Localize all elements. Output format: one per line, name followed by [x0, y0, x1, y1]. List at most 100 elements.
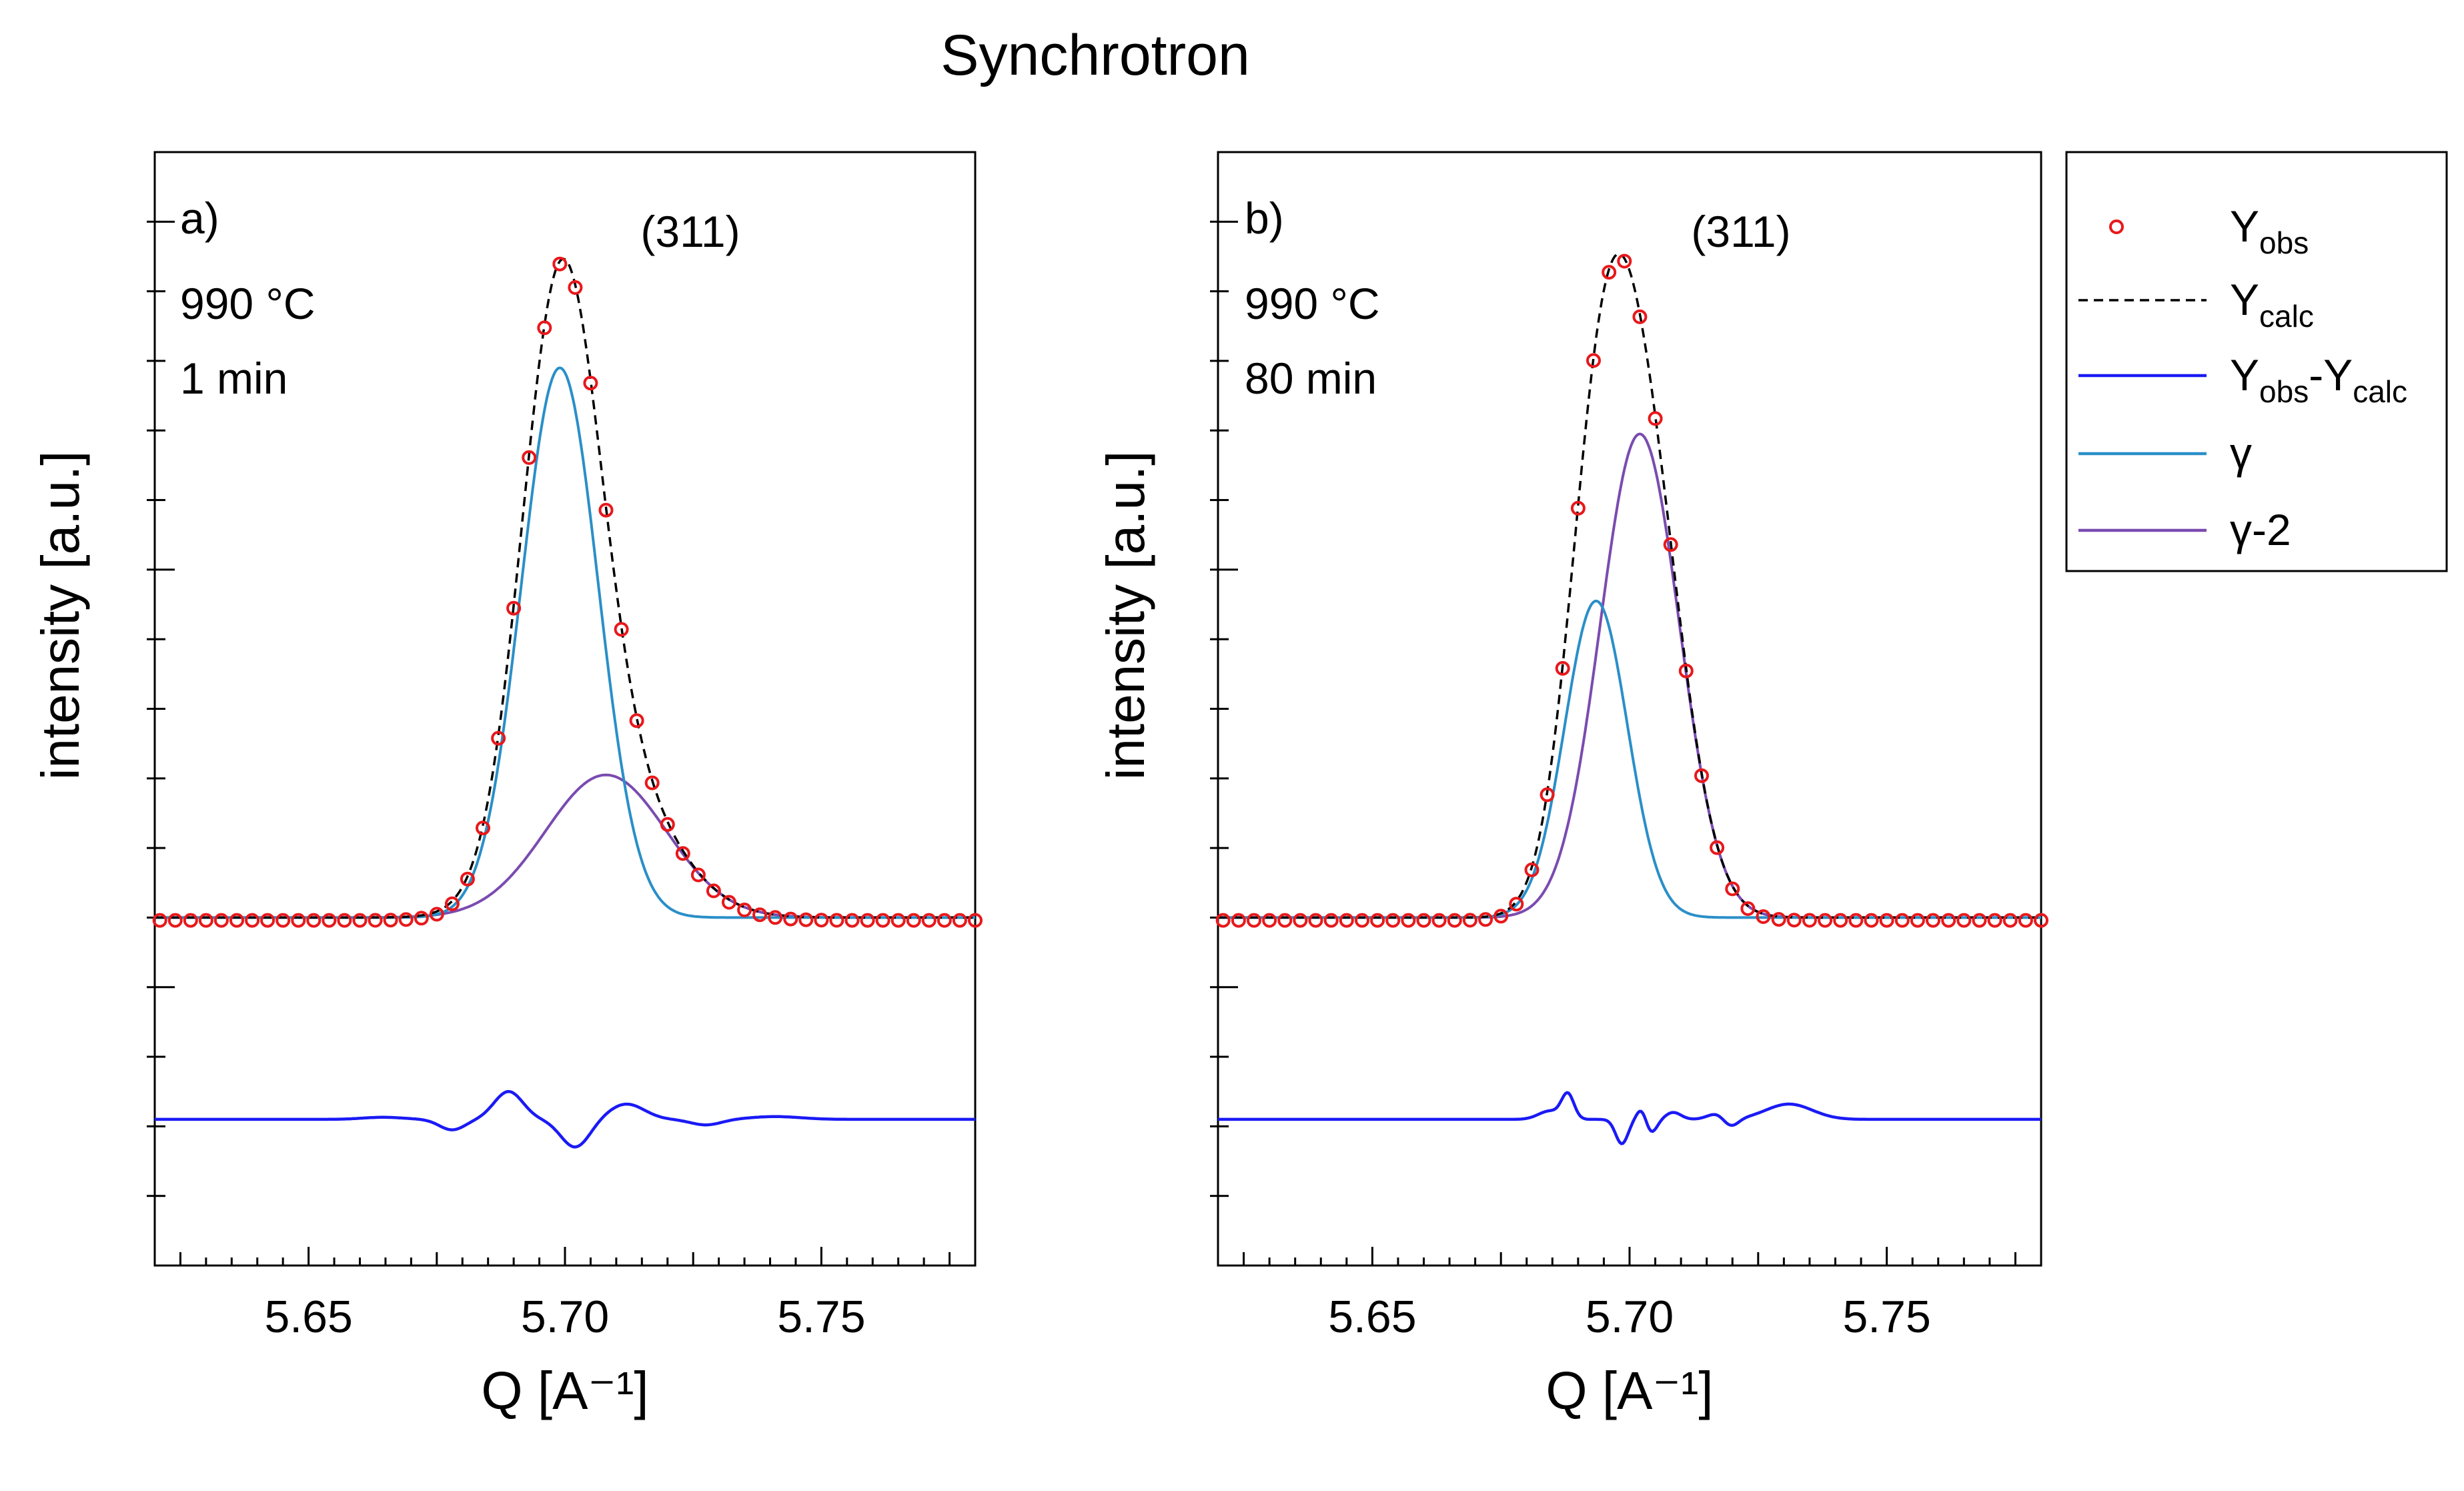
- yobs-point: [1632, 309, 1648, 324]
- yobs-point: [1308, 913, 1323, 928]
- yobs-point: [1879, 913, 1894, 928]
- yobs-point: [1231, 913, 1246, 928]
- x-tick-label: 5.65: [1328, 1292, 1416, 1342]
- yobs-point: [1277, 913, 1293, 928]
- legend-label: Ycalc: [2230, 275, 2314, 334]
- yobs-point: [660, 817, 675, 832]
- yobs-point: [829, 913, 844, 928]
- yobs-point: [614, 622, 629, 637]
- yobs-point: [537, 320, 552, 336]
- yobs-point: [568, 280, 583, 295]
- yobs-point: [844, 913, 860, 928]
- yobs-point: [1786, 913, 1802, 928]
- yobs-point: [1478, 912, 1493, 927]
- yobs-point: [921, 913, 937, 928]
- yobs-point: [860, 913, 875, 928]
- yobs-point: [583, 376, 598, 391]
- yobs-point: [1323, 913, 1339, 928]
- yobs-point: [1555, 660, 1570, 676]
- yobs-point: [1648, 411, 1663, 426]
- yobs-point: [322, 913, 337, 928]
- yobs-point: [368, 913, 383, 928]
- x-tick-label: 5.65: [264, 1292, 352, 1342]
- temperature-annotation: 990 °C: [1245, 279, 1380, 328]
- yobs-point: [1833, 913, 1848, 928]
- yobs-point: [814, 913, 829, 928]
- yobs-point: [798, 912, 814, 927]
- yobs-point: [783, 911, 798, 927]
- yobs-point: [1663, 537, 1678, 552]
- yobs-point: [690, 867, 706, 883]
- yobs-point: [1447, 913, 1462, 928]
- yobs-point: [2018, 913, 2033, 928]
- yobs-point: [1818, 913, 1833, 928]
- yobs-point: [1416, 913, 1431, 928]
- yobs-point: [183, 913, 198, 928]
- yobs-point: [167, 913, 183, 928]
- x-axis-title: Q [A⁻¹]: [1546, 1361, 1713, 1420]
- yobs-point: [1339, 913, 1354, 928]
- series-difference-line: [155, 1090, 975, 1149]
- legend-item-calc: Ycalc: [2078, 275, 2314, 334]
- series-difference-line: [1218, 1091, 2041, 1145]
- legend-label: γ: [2230, 428, 2252, 478]
- yobs-point: [291, 913, 306, 928]
- yobs-point: [414, 911, 429, 926]
- yobs-point: [1848, 913, 1864, 928]
- yobs-point: [1247, 913, 1261, 928]
- yobs-point: [722, 895, 736, 910]
- yobs-point: [1617, 254, 1632, 269]
- yobs-point: [598, 502, 614, 518]
- yobs-point: [737, 903, 752, 917]
- yobs-point: [383, 913, 398, 928]
- yobs-point: [198, 913, 213, 928]
- legend-label: γ-2: [2230, 505, 2291, 554]
- yobs-point: [1802, 913, 1817, 928]
- x-tick-label: 5.70: [521, 1292, 609, 1342]
- legend-item-gamma2: γ-2: [2078, 505, 2291, 554]
- legend-marker: [2109, 219, 2124, 234]
- yobs-point: [968, 913, 983, 928]
- legend: Yobs Ycalc Yobs-Ycalc γ γ-2: [2065, 151, 2448, 572]
- yobs-point: [875, 913, 890, 928]
- panel-a: 5.65 5.70 5.75 Q [A⁻¹] intensity [a.u.] a) (31…: [31, 151, 983, 1420]
- x-tick-label: 5.75: [1842, 1292, 1930, 1342]
- yobs-point: [152, 913, 167, 928]
- yobs-point: [1385, 913, 1401, 928]
- x-tick-label: 5.75: [777, 1292, 865, 1342]
- temperature-annotation: 990 °C: [180, 279, 316, 328]
- yobs-point: [1725, 881, 1740, 897]
- yobs-point: [1771, 912, 1786, 927]
- yobs-point: [306, 913, 322, 928]
- yobs-point: [1462, 913, 1477, 928]
- yobs-point: [890, 913, 906, 928]
- series-ycalc-line: [1218, 252, 2041, 919]
- yobs-point: [1509, 897, 1524, 912]
- yobs-point: [1293, 913, 1308, 928]
- yobs-point: [429, 907, 444, 922]
- yobs-point: [337, 913, 352, 928]
- yobs-point: [1910, 913, 1925, 928]
- yobs-point: [352, 913, 368, 928]
- yobs-point: [398, 912, 414, 927]
- yobs-point: [1678, 663, 1694, 678]
- yobs-point: [491, 730, 506, 746]
- yobs-point: [1694, 768, 1709, 783]
- yobs-point: [1493, 909, 1509, 924]
- yobs-point: [1262, 913, 1277, 928]
- yobs-point: [2034, 913, 2048, 928]
- series-gamma-line: [1218, 599, 2041, 919]
- figure-title: Synchrotron: [941, 23, 1250, 87]
- yobs-point: [1864, 913, 1879, 928]
- yobs-point: [768, 910, 783, 925]
- peak-annotation: (311): [1691, 207, 1790, 256]
- yobs-point: [1524, 862, 1539, 877]
- yobs-point: [1740, 901, 1756, 916]
- yobs-point: [1926, 913, 1940, 928]
- yobs-point: [1941, 913, 1956, 928]
- time-annotation: 80 min: [1245, 354, 1377, 403]
- legend-label: Yobs: [2230, 201, 2309, 260]
- yobs-point: [506, 600, 522, 616]
- yobs-point: [460, 871, 475, 887]
